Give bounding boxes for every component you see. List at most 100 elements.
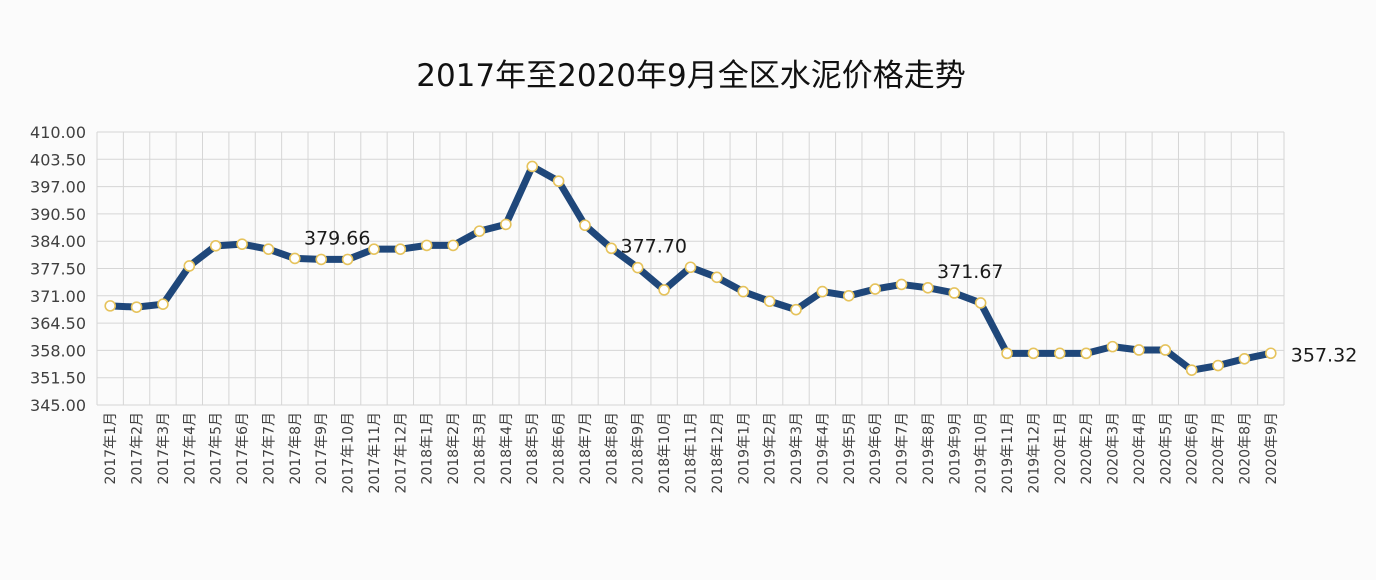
- x-tick-label: 2017年9月: [314, 412, 330, 485]
- data-labels: 379.66 377.70 371.67 357.32: [304, 227, 1357, 366]
- x-axis-tick-labels: 2017年1月 2017年2月 2017年3月 2017年4月 2017年5月 2017年…: [103, 412, 1280, 493]
- x-tick-label: 2020年7月: [1211, 412, 1227, 485]
- data-point: [183, 260, 196, 272]
- x-tick-label: 2017年3月: [156, 412, 172, 485]
- x-tick-label: 2018年4月: [499, 412, 515, 485]
- y-tick-label: 351.50: [30, 369, 86, 388]
- y-axis-tick-labels: 410.00 403.50 397.00 390.50 384.00 377.50 371.…: [30, 123, 86, 415]
- x-tick-label: 2018年8月: [604, 412, 620, 485]
- data-point: [684, 261, 697, 274]
- x-tick-label: 2019年10月: [974, 412, 990, 493]
- x-tick-label: 2017年12月: [393, 412, 409, 493]
- data-point: [948, 287, 961, 299]
- y-tick-label: 390.50: [30, 205, 86, 224]
- data-point: [1238, 352, 1251, 365]
- x-tick-label: 2017年5月: [209, 412, 225, 485]
- x-tick-label: 2018年11月: [684, 412, 700, 493]
- x-tick-label: 2019年12月: [1026, 412, 1042, 493]
- y-tick-label: 345.00: [30, 396, 86, 415]
- x-tick-label: 2019年1月: [736, 412, 752, 485]
- x-tick-label: 2020年6月: [1185, 412, 1201, 485]
- data-point: [658, 284, 670, 296]
- data-point: [1080, 347, 1092, 360]
- data-label: 371.67: [937, 261, 1003, 283]
- data-point: [526, 160, 539, 173]
- x-tick-label: 2017年6月: [235, 412, 251, 485]
- data-point: [473, 225, 486, 237]
- data-point: [842, 289, 855, 302]
- x-tick-label: 2018年6月: [552, 412, 568, 485]
- x-tick-label: 2020年9月: [1264, 412, 1280, 485]
- data-point: [209, 240, 222, 252]
- x-tick-label: 2019年7月: [895, 412, 911, 485]
- x-tick-label: 2019年6月: [868, 412, 884, 485]
- data-point: [1001, 347, 1013, 360]
- data-point: [1185, 364, 1198, 376]
- data-point: [1027, 347, 1040, 360]
- data-point: [922, 282, 934, 294]
- x-tick-label: 2019年4月: [815, 412, 831, 485]
- data-point: [104, 300, 116, 312]
- data-point: [1265, 347, 1277, 360]
- data-point: [816, 285, 829, 298]
- x-tick-label: 2018年2月: [446, 412, 462, 485]
- data-point: [130, 301, 143, 313]
- y-tick-label: 397.00: [30, 178, 86, 197]
- data-point: [262, 243, 275, 255]
- data-point: [579, 219, 591, 232]
- data-point: [605, 242, 618, 255]
- data-point: [1133, 344, 1145, 356]
- data-points: [104, 160, 1277, 376]
- x-tick-label: 2020年5月: [1158, 412, 1174, 485]
- y-tick-label: 403.50: [30, 150, 86, 169]
- x-tick-label: 2017年1月: [103, 412, 119, 485]
- data-point: [341, 253, 354, 266]
- data-point: [631, 261, 644, 274]
- x-tick-label: 2017年7月: [261, 412, 277, 485]
- x-tick-label: 2019年2月: [763, 412, 779, 485]
- data-point: [763, 295, 776, 308]
- data-point: [552, 175, 565, 187]
- x-tick-label: 2019年9月: [947, 412, 963, 485]
- data-point: [289, 252, 301, 265]
- x-tick-label: 2018年1月: [420, 412, 436, 485]
- data-point: [1053, 347, 1066, 360]
- data-point: [1212, 359, 1224, 372]
- x-tick-label: 2018年9月: [631, 412, 647, 485]
- x-tick-label: 2018年12月: [710, 412, 726, 493]
- y-tick-label: 358.00: [30, 341, 86, 360]
- chart-title: 2017年至2020年9月全区水泥价格走势: [416, 58, 966, 94]
- y-tick-label: 371.00: [30, 287, 86, 306]
- data-point: [711, 271, 723, 284]
- x-tick-label: 2018年3月: [472, 412, 488, 485]
- x-tick-label: 2020年8月: [1237, 412, 1253, 485]
- data-point: [394, 243, 407, 255]
- data-point: [895, 278, 908, 291]
- data-point: [790, 303, 802, 316]
- y-tick-label: 410.00: [30, 123, 86, 142]
- x-tick-label: 2020年4月: [1132, 412, 1148, 485]
- y-tick-label: 377.50: [30, 260, 86, 279]
- x-tick-label: 2019年11月: [1000, 412, 1016, 493]
- x-tick-label: 2017年10月: [341, 412, 357, 493]
- y-tick-label: 384.00: [30, 232, 86, 251]
- data-point: [368, 243, 380, 255]
- x-tick-label: 2018年7月: [578, 412, 594, 485]
- x-tick-label: 2020年2月: [1079, 412, 1095, 485]
- data-label: 357.32: [1291, 344, 1357, 366]
- data-point: [420, 239, 433, 252]
- y-tick-label: 364.50: [30, 314, 86, 333]
- data-point: [869, 283, 881, 295]
- x-tick-label: 2020年1月: [1053, 412, 1069, 485]
- data-point: [1106, 340, 1119, 353]
- data-point: [500, 218, 512, 231]
- data-point: [315, 253, 328, 266]
- grid-lines: [96, 131, 1285, 406]
- x-tick-label: 2018年10月: [657, 412, 673, 493]
- data-point: [737, 285, 750, 298]
- data-point: [1159, 344, 1172, 356]
- x-tick-label: 2017年11月: [367, 412, 383, 493]
- data-point: [157, 298, 169, 311]
